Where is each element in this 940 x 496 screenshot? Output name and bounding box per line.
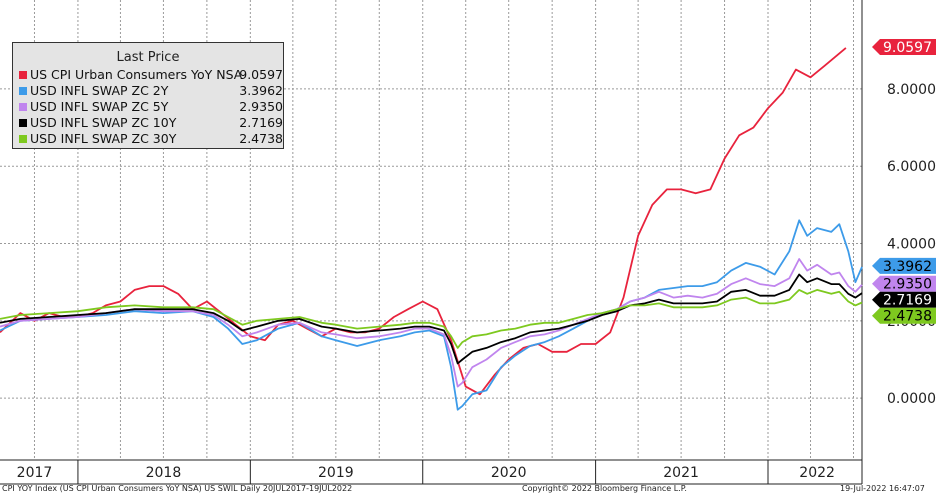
legend-title: Last Price xyxy=(116,50,180,65)
chart-axes: 0.00002.00004.00006.00008.00002017201820… xyxy=(0,0,936,485)
last-price-tag-bg xyxy=(872,307,936,324)
series-line-2 xyxy=(0,258,863,388)
last-price-value: 2.4738 xyxy=(883,309,932,325)
legend-label: USD INFL SWAP ZC 30Y xyxy=(30,131,177,146)
series-line-0 xyxy=(0,47,847,396)
x-tick-label: 2019 xyxy=(318,465,354,481)
last-price-tag-bg xyxy=(872,291,936,308)
last-price-value: 2.7169 xyxy=(883,293,932,309)
last-price-tag-3: 2.7169 xyxy=(872,291,936,309)
last-price-tag-bg xyxy=(872,257,936,274)
series-line-4 xyxy=(0,288,863,349)
legend-swatch-10y xyxy=(19,119,27,127)
chart-series xyxy=(0,47,863,411)
x-tick-label: 2018 xyxy=(146,465,182,481)
x-tick-label: 2022 xyxy=(799,465,835,481)
x-tick-label: 2021 xyxy=(663,465,699,481)
last-price-tag-1: 3.3962 xyxy=(872,257,936,275)
last-price-value: 3.3962 xyxy=(883,259,932,275)
y-tick-label: 0.0000 xyxy=(887,391,936,407)
legend-label: USD INFL SWAP ZC 10Y xyxy=(30,115,177,130)
y-tick-label: 8.0000 xyxy=(887,82,936,98)
last-price-tag-0: 9.0597 xyxy=(872,38,936,56)
legend-value: 2.9350 xyxy=(239,99,283,114)
footer-timestamp: 19-Jul-2022 16:47:07 xyxy=(840,484,925,493)
last-price-value: 2.9350 xyxy=(883,277,932,293)
legend-label: USD INFL SWAP ZC 5Y xyxy=(30,99,169,114)
legend-value: 2.4738 xyxy=(239,131,283,146)
footer-copyright: Copyright© 2022 Bloomberg Finance L.P. xyxy=(522,484,687,493)
series-line-1 xyxy=(0,219,863,411)
y-tick-label: 4.0000 xyxy=(887,237,936,253)
last-price-value: 9.0597 xyxy=(883,40,932,56)
last-price-tag-bg xyxy=(872,38,936,55)
legend-swatch-cpi xyxy=(19,71,27,79)
legend-label: USD INFL SWAP ZC 2Y xyxy=(30,83,169,98)
last-price-tag-4: 2.4738 xyxy=(872,307,936,325)
series-line-3 xyxy=(0,273,863,365)
legend: Last Price US CPI Urban Consumers YoY NS… xyxy=(12,42,284,149)
legend-swatch-5y xyxy=(19,103,27,111)
legend-swatch-30y xyxy=(19,135,27,143)
x-tick-label: 2017 xyxy=(17,465,53,481)
legend-swatch-2y xyxy=(19,87,27,95)
legend-label: US CPI Urban Consumers YoY NSA xyxy=(30,67,243,82)
last-price-tag-2: 2.9350 xyxy=(872,275,936,293)
legend-value: 2.7169 xyxy=(239,115,283,130)
legend-value: 9.0597 xyxy=(239,67,283,82)
y-tick-label: 6.0000 xyxy=(887,159,936,175)
x-tick-label: 2020 xyxy=(491,465,527,481)
footer-source: CPI YOY Index (US CPI Urban Consumers Yo… xyxy=(2,484,353,493)
last-price-tag-bg xyxy=(872,275,936,292)
legend-value: 3.3962 xyxy=(239,83,283,98)
